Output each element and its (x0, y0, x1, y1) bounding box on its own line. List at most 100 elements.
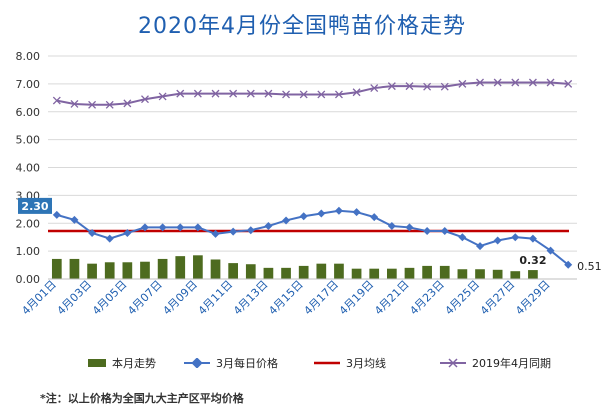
point-march-daily (317, 209, 326, 218)
bar (334, 263, 344, 279)
bar (387, 268, 397, 279)
point-2019 (317, 90, 326, 99)
footnote: *注：以上价格为全国九大主产区平均价格 (40, 392, 244, 405)
y-tick-label: 4.00 (16, 162, 41, 175)
point-march-daily (88, 229, 97, 238)
bar (140, 261, 150, 279)
point-2019 (511, 78, 520, 87)
legend-item-2019: 2019年4月同期 (440, 353, 551, 373)
bar (404, 267, 415, 279)
point-march-daily (370, 213, 379, 222)
data-label: 0.32 (519, 254, 546, 267)
bar (422, 265, 432, 279)
point-2019 (141, 95, 149, 104)
bar (87, 263, 97, 279)
bar (175, 256, 186, 279)
point-march-daily (528, 234, 537, 243)
bar (263, 267, 274, 279)
point-2019 (123, 99, 132, 108)
x-tick-label: 4月07日 (125, 278, 165, 318)
bar (104, 262, 115, 279)
bar (298, 265, 309, 279)
point-2019 (52, 96, 61, 105)
bar (193, 255, 203, 279)
point-march-daily (405, 223, 414, 232)
point-march-daily (176, 223, 185, 232)
point-2019 (70, 99, 79, 108)
legend-label-bars: 本月走势 (112, 357, 156, 370)
bar (316, 263, 327, 279)
point-march-daily (334, 206, 343, 215)
legend-label-march-daily: 3月每日价格 (216, 357, 278, 370)
point-march-daily (564, 260, 573, 269)
series-line-march-daily (56, 209, 569, 266)
x-tick-label: 4月29日 (513, 278, 553, 318)
bar (457, 269, 468, 279)
x-tick-label: 4月17日 (301, 278, 341, 318)
point-2019 (264, 89, 273, 98)
point-2019 (405, 82, 414, 91)
point-2019 (458, 79, 467, 88)
legend-label-march-avg: 3月均线 (346, 357, 386, 370)
x-tick-label: 4月23日 (407, 278, 447, 318)
y-tick-label: 5.00 (16, 134, 41, 147)
bar (510, 271, 521, 279)
point-2019 (476, 78, 484, 87)
data-label-box (18, 197, 52, 214)
point-2019 (423, 82, 432, 91)
point-2019 (387, 82, 396, 91)
x-tick-label: 4月19日 (337, 278, 377, 318)
bar (157, 258, 168, 279)
point-march-daily (476, 242, 485, 251)
chart-title: 2020年4月份全国鸭苗价格走势 (138, 14, 466, 39)
y-tick-label: 6.00 (16, 106, 41, 119)
point-march-daily (264, 222, 273, 231)
series-line-2019 (56, 81, 569, 106)
point-march-daily (511, 233, 520, 242)
x-tick-label: 4月21日 (372, 278, 412, 318)
data-label: 2.30 (21, 200, 48, 213)
bar (475, 269, 485, 279)
point-march-daily (140, 223, 149, 232)
chart-area: 0.001.002.003.004.005.006.007.008.004月01… (16, 50, 602, 318)
data-label: 0.51 (577, 260, 602, 273)
point-2019 (246, 89, 255, 98)
legend-swatch-bars (88, 359, 106, 367)
point-march-daily (423, 227, 432, 236)
point-march-daily (387, 222, 396, 231)
x-tick-label: 4月09日 (160, 278, 200, 318)
bar (210, 259, 221, 279)
legend-item-bars: 本月走势 (88, 353, 156, 373)
x-tick-label: 4月05日 (90, 278, 130, 318)
point-march-daily (105, 234, 114, 243)
y-tick-label: 8.00 (16, 50, 41, 63)
point-2019 (564, 79, 573, 88)
y-tick-label: 0.00 (16, 273, 41, 286)
point-march-daily (458, 233, 467, 242)
point-march-daily (229, 227, 238, 236)
legend-swatch-march-daily (184, 358, 210, 368)
legend-item-march-avg: 3月均线 (314, 353, 386, 373)
point-march-daily (52, 210, 61, 219)
point-2019 (158, 92, 167, 101)
point-march-daily (299, 212, 308, 221)
point-march-daily (546, 246, 555, 255)
point-2019 (282, 90, 291, 99)
legend: 本月走势 3月每日价格 3月均线 2019年4月同期 (0, 353, 604, 373)
point-march-daily (493, 236, 502, 245)
point-2019 (370, 84, 379, 93)
point-2019 (299, 90, 308, 99)
legend-swatch-2019 (440, 358, 466, 368)
y-tick-label: 2.00 (16, 217, 41, 230)
point-march-daily (282, 216, 291, 225)
bar (122, 262, 133, 279)
point-2019 (334, 90, 343, 99)
legend-swatch-march-avg (314, 361, 340, 365)
bar (351, 268, 362, 279)
point-2019 (352, 88, 361, 97)
bar (369, 268, 380, 279)
point-march-daily (158, 223, 167, 232)
bar (439, 265, 450, 279)
point-2019 (88, 100, 97, 109)
bar (492, 269, 503, 279)
